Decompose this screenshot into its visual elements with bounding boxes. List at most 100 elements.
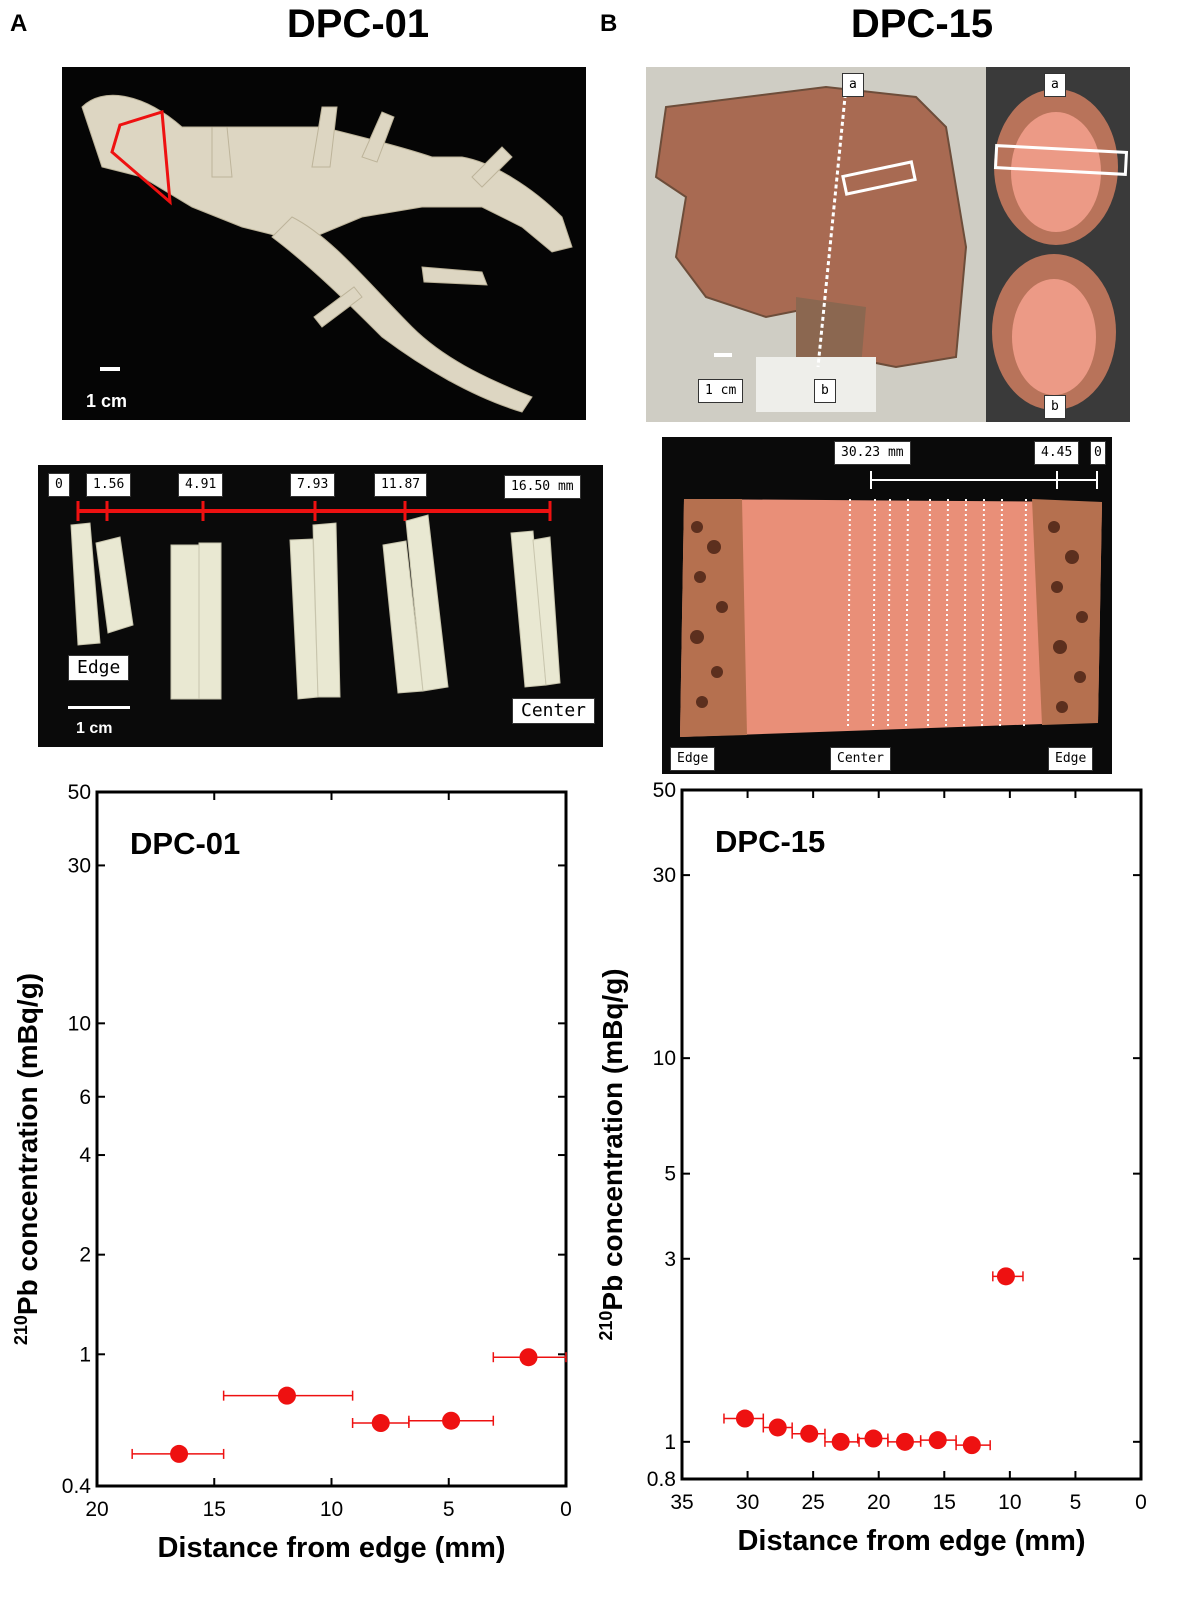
slice-photo-dpc15: 30.23 mm 4.45 0 Edge Center Edge (662, 437, 1112, 774)
y-tick-label: 3 (664, 1248, 676, 1271)
data-point (962, 1436, 981, 1455)
x-tick-label: 25 (801, 1491, 824, 1514)
slice-ruler-ticks (76, 501, 552, 521)
y-tick-label: 30 (653, 864, 676, 887)
panel-a-letter: A (10, 10, 28, 37)
x-tick-label: 30 (736, 1491, 759, 1514)
slice-photo-dpc01: 0 1.56 4.91 7.93 11.87 16.50 mm Edge Cen… (38, 465, 603, 747)
y-tick-label: 1 (79, 1343, 91, 1366)
slice-pieces (70, 514, 561, 700)
chart-title: DPC-15 (715, 824, 825, 859)
photo-scale-label: 1 cm (86, 391, 128, 411)
coral-drawing-dpc15 (646, 67, 1130, 422)
slice-mark-0: 0 (48, 473, 70, 497)
slice-mark-b-2: 0 (1090, 441, 1106, 465)
slice-cut-lines (847, 498, 1027, 730)
data-point (996, 1267, 1015, 1286)
data-point (170, 1444, 189, 1463)
y-tick-label: 10 (68, 1012, 91, 1035)
data-point (831, 1432, 850, 1451)
x-tick-label: 0 (1135, 1491, 1147, 1514)
chart-dpc15: 35 30 25 20 15 10 5 00.8135103050DPC-15Distance… (596, 779, 1147, 1557)
data-point (800, 1424, 819, 1443)
y-tick-label: 10 (653, 1047, 676, 1070)
label-b-left: b (814, 379, 836, 403)
x-tick-label: 10 (320, 1498, 343, 1521)
data-point (895, 1432, 914, 1451)
data-point (371, 1414, 390, 1433)
y-axis-label: 210Pb concentration (mBq/g) (596, 968, 628, 1340)
slice-mark-b-0: 30.23 mm (834, 441, 911, 465)
x-tick-label: 20 (85, 1498, 108, 1521)
y-tick-label: 5 (664, 1163, 676, 1186)
y-tick-label: 1 (664, 1431, 676, 1454)
slice-drawing-dpc01 (68, 501, 561, 709)
y-axis-label-text: Pb concentration (mBq/g) (12, 973, 43, 1315)
y-tick-label: 2 (79, 1244, 91, 1267)
section-cut-box (993, 144, 1129, 176)
x-tick-label: 15 (203, 1498, 226, 1521)
y-tick-label: 30 (68, 854, 91, 877)
photo-scale-label-b: 1 cm (698, 379, 744, 403)
panel-b-letter: B (600, 10, 618, 37)
y-axis-label-text: Pb concentration (mBq/g) (597, 968, 628, 1310)
center-label: Center (512, 698, 596, 724)
label-b-right: b (1044, 395, 1066, 419)
slice-scale-label: 1 cm (76, 720, 113, 737)
edge-right-label: Edge (1048, 747, 1094, 771)
data-point (928, 1431, 947, 1450)
data-point (519, 1348, 538, 1367)
y-axis-label-superscript: 210 (596, 1311, 616, 1341)
slice-mark-1: 1.56 (86, 473, 132, 497)
y-axis-label: 210Pb concentration (mBq/g) (11, 973, 43, 1345)
x-tick-label: 5 (443, 1498, 455, 1521)
x-tick-label: 0 (560, 1498, 572, 1521)
label-a-left: a (842, 73, 864, 97)
data-point (735, 1409, 754, 1428)
x-axis-label: Distance from edge (mm) (737, 1525, 1085, 1557)
slice-scale-bar (68, 706, 130, 709)
chart-title: DPC-01 (130, 826, 240, 861)
cut-line (816, 86, 848, 368)
label-a-right: a (1044, 73, 1066, 97)
y-tick-label: 50 (68, 781, 91, 804)
edge-left-label: Edge (670, 747, 716, 771)
slice-mark-5: 16.50 mm (504, 475, 581, 499)
slice-mark-3: 7.93 (290, 473, 336, 497)
slice-mark-2: 4.91 (178, 473, 224, 497)
slice-drawing-dpc15 (680, 471, 1102, 737)
data-point (864, 1429, 883, 1448)
cut-region-box (841, 160, 917, 196)
y-tick-label: 50 (653, 779, 676, 802)
edge-label: Edge (68, 655, 130, 681)
x-tick-label: 20 (867, 1491, 890, 1514)
x-tick-label: 35 (670, 1491, 693, 1514)
x-axis-label: Distance from edge (mm) (157, 1532, 505, 1564)
slice-mark-b-1: 4.45 (1034, 441, 1080, 465)
x-tick-label: 10 (998, 1491, 1021, 1514)
coral-drawing-dpc01 (81, 94, 573, 413)
center-label-b: Center (830, 747, 891, 771)
y-tick-label: 0.4 (62, 1475, 92, 1498)
plot-frame (680, 788, 1143, 1481)
x-tick-label: 15 (933, 1491, 956, 1514)
x-tick-label: 5 (1070, 1491, 1082, 1514)
y-tick-label: 4 (79, 1144, 91, 1167)
panel-b-title: DPC-15 (850, 2, 994, 46)
data-point (768, 1418, 787, 1437)
cut-region-outline (110, 110, 172, 206)
y-tick-label: 0.8 (647, 1468, 676, 1491)
porous-texture (690, 521, 1088, 713)
plot-frame (95, 790, 568, 1488)
data-point (277, 1386, 296, 1405)
coral-photo-dpc01: 1 cm (62, 67, 586, 420)
slice-mark-4: 11.87 (374, 473, 428, 497)
photo-scale-bar (100, 367, 120, 371)
data-point (442, 1411, 461, 1430)
panel-a-title: DPC-01 (286, 2, 430, 46)
photo-scale-bar-b (714, 353, 732, 357)
y-axis-label-superscript: 210 (11, 1315, 31, 1345)
y-tick-label: 6 (79, 1086, 91, 1109)
coral-photo-dpc15: a b a b 1 cm (646, 67, 1130, 422)
